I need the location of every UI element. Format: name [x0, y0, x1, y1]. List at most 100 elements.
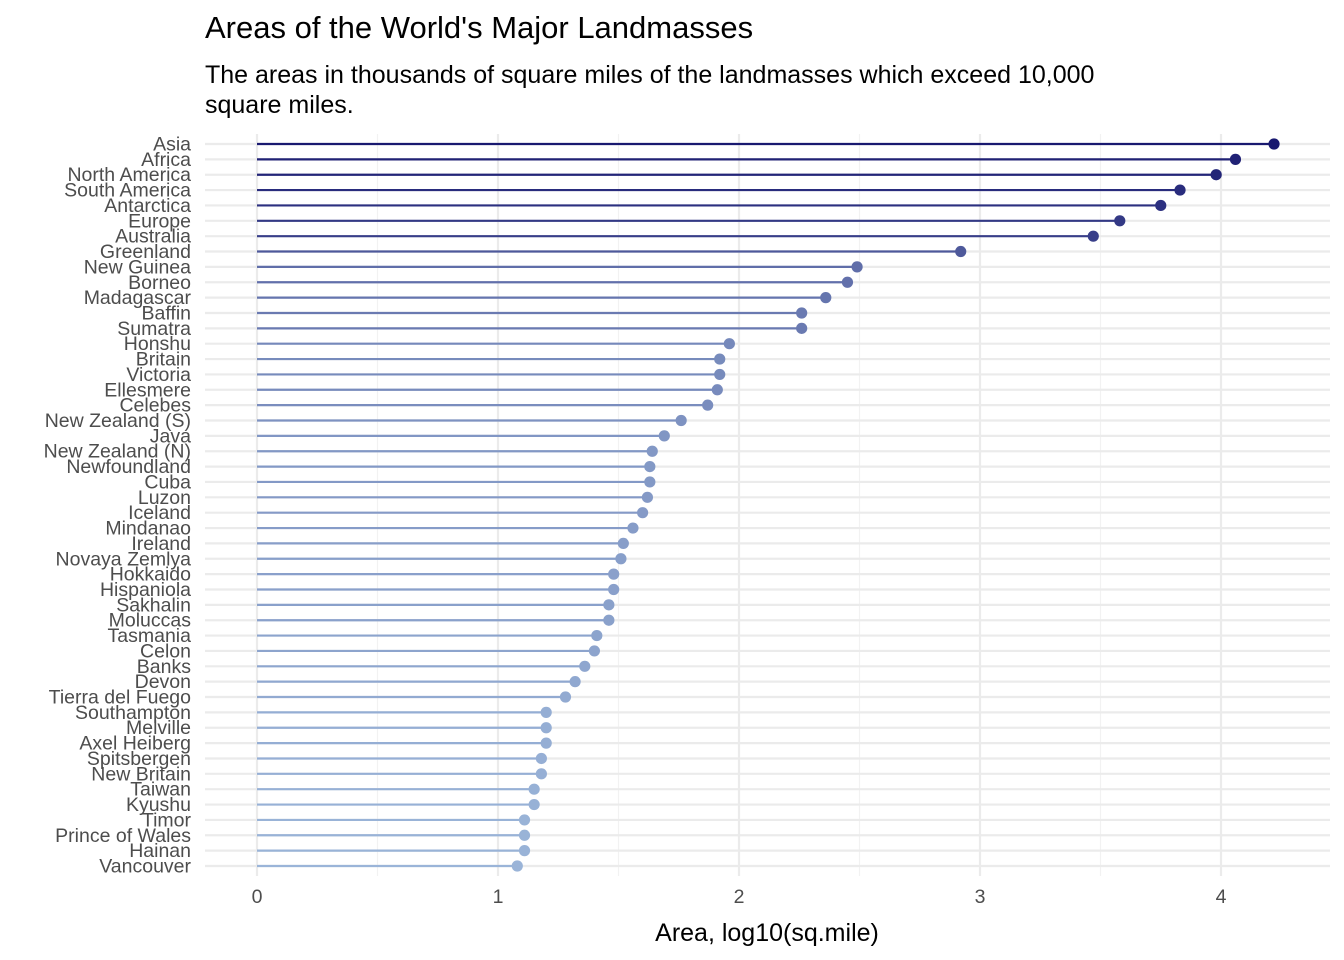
y-tick-label: Timor [142, 809, 192, 831]
lollipop-point [528, 798, 540, 811]
y-tick-label: Sumatra [117, 318, 191, 340]
lollipop-point [617, 537, 629, 550]
y-tick-label: Devon [135, 671, 191, 693]
lollipop-point [711, 384, 723, 396]
lollipop-point [608, 568, 620, 580]
lollipop-point [608, 583, 620, 596]
y-tick-label: North America [67, 164, 191, 186]
stem-layer [257, 142, 1275, 868]
y-tick-label: Africa [141, 149, 191, 171]
y-tick-label: Axel Heiberg [79, 733, 191, 755]
lollipop-point [518, 814, 531, 826]
y-tick-label: Prince of Wales [55, 825, 191, 847]
lollipop-point [714, 353, 726, 365]
y-tick-label: Iceland [128, 502, 191, 524]
lollipop-point [851, 261, 863, 273]
lollipop-point [641, 491, 654, 503]
lollipop-point [603, 614, 615, 626]
lollipop-point [569, 676, 581, 688]
y-tick-label: Ireland [131, 533, 191, 555]
lollipop-point [1174, 184, 1186, 196]
y-tick-label: South America [64, 180, 191, 202]
y-tick-label: Hokkaido [110, 564, 191, 586]
lollipop-point [535, 768, 547, 780]
lollipop-point [540, 706, 552, 718]
x-tick-labels: 0 1 2 3 4 [252, 886, 1227, 908]
lollipop-point [511, 860, 523, 872]
lollipop-point [603, 599, 615, 611]
x-tick-label: 3 [975, 886, 986, 908]
y-tick-label: Sakhalin [116, 594, 191, 616]
lollipop-point [723, 338, 735, 350]
lollipop-point [588, 645, 601, 657]
y-tick-label: Spitsbergen [87, 748, 191, 770]
lollipop-point [644, 460, 656, 473]
lollipop-point [841, 276, 854, 288]
x-axis-title: Area, log10(sq.mile) [655, 919, 879, 947]
y-tick-label: Celebes [119, 395, 191, 417]
y-tick-label: Britain [136, 349, 191, 371]
lollipop-point [579, 660, 591, 672]
y-tick-label: Antarctica [104, 195, 191, 217]
lollipop-point [637, 507, 649, 519]
y-tick-label: Australia [115, 226, 191, 248]
y-tick-label: New Zealand (S) [45, 410, 191, 432]
lollipop-point [675, 414, 687, 427]
y-tick-label: Victoria [126, 364, 191, 386]
x-tick-label: 4 [1216, 886, 1227, 908]
lollipop-point [518, 829, 531, 841]
y-tick-label: Luzon [138, 487, 191, 509]
x-tick-label: 1 [493, 886, 504, 908]
y-tick-label: Southampton [75, 702, 191, 724]
y-tick-label: Vancouver [99, 856, 191, 878]
y-tick-label: Hispaniola [100, 579, 191, 601]
y-tick-label: New Guinea [84, 256, 191, 278]
y-tick-label: Europe [128, 210, 191, 232]
lollipop-point [955, 245, 967, 258]
x-tick-label: 0 [252, 886, 263, 908]
y-tick-label: Greenland [100, 241, 191, 263]
y-tick-label: Taiwan [130, 779, 191, 801]
y-tick-label: Hainan [129, 840, 191, 862]
y-tick-label: Melville [126, 717, 191, 739]
y-tick-label: Madagascar [84, 287, 192, 309]
lollipop-point [714, 368, 726, 381]
lollipop-point [796, 307, 808, 319]
lollipop-point [1087, 230, 1099, 242]
point-layer [511, 138, 1280, 872]
y-tick-label: Baffin [141, 302, 191, 324]
lollipop-point [820, 292, 832, 304]
x-tick-label: 2 [734, 886, 745, 908]
y-tick-label: Banks [137, 656, 191, 678]
chart-subtitle: The areas in thousands of square miles o… [205, 61, 1095, 119]
y-tick-label: Novaya Zemlya [56, 548, 192, 570]
y-tick-label: Ellesmere [104, 379, 191, 401]
lollipop-point [540, 722, 552, 734]
chart-title: Areas of the World's Major Landmasses [205, 10, 754, 45]
y-tick-label: Honshu [124, 333, 191, 355]
y-tick-label: Mindanao [105, 518, 191, 540]
y-tick-label: Asia [153, 134, 191, 156]
y-tick-label: Kyushu [126, 794, 191, 816]
y-tick-label: Java [150, 425, 191, 447]
lollipop-point [540, 737, 552, 749]
y-tick-label: Cuba [144, 471, 191, 493]
lollipop-point [658, 430, 670, 442]
lollipop-point [528, 783, 540, 795]
lollipop-point [627, 522, 639, 534]
lollipop-point [535, 752, 547, 765]
lollipop-point [591, 629, 603, 642]
y-tick-label: Newfoundland [66, 456, 191, 478]
lollipop-point [518, 845, 531, 857]
lollipop-point [615, 553, 627, 565]
y-tick-label: Moluccas [109, 610, 192, 632]
grid-layer [205, 134, 1330, 876]
lollipop-point [1268, 138, 1280, 150]
y-tick-label: Tierra del Fuego [49, 687, 192, 709]
y-tick-label: Celon [140, 640, 191, 662]
lollipop-point [1155, 199, 1167, 212]
lollipop-point [1210, 169, 1222, 181]
lollipop-point [644, 476, 656, 488]
